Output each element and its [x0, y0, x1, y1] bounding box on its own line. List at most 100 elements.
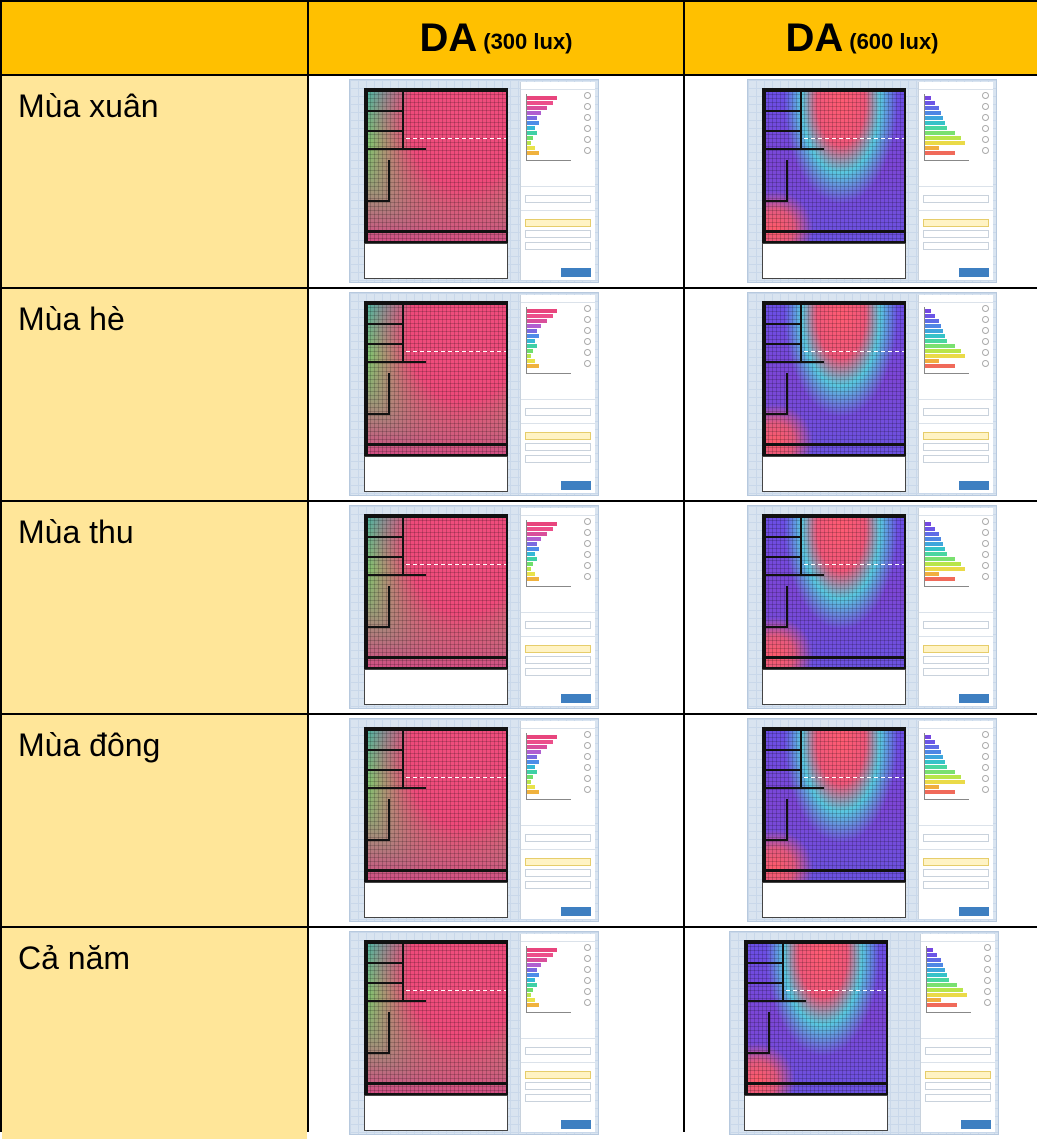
tool-icon[interactable] [984, 977, 991, 984]
tool-icon[interactable] [982, 540, 989, 547]
panel-field[interactable] [525, 1082, 591, 1090]
tool-icon[interactable] [584, 136, 591, 143]
tool-icon[interactable] [982, 573, 989, 580]
tool-icon[interactable] [584, 529, 591, 536]
panel-field[interactable] [525, 443, 591, 451]
tool-icon[interactable] [984, 966, 991, 973]
tool-icon[interactable] [584, 360, 591, 367]
tool-icon[interactable] [584, 551, 591, 558]
panel-field[interactable] [525, 408, 591, 416]
tool-icon[interactable] [584, 103, 591, 110]
panel-field[interactable] [525, 1094, 591, 1102]
tool-icon[interactable] [584, 92, 591, 99]
panel-field[interactable] [525, 881, 591, 889]
tool-icon[interactable] [584, 775, 591, 782]
panel-field[interactable] [923, 443, 989, 451]
panel-field[interactable] [923, 869, 989, 877]
tool-icon[interactable] [584, 786, 591, 793]
panel-field[interactable] [923, 219, 989, 227]
calculate-button[interactable] [961, 1120, 991, 1129]
calculate-button[interactable] [561, 268, 591, 277]
tool-icon[interactable] [982, 764, 989, 771]
calculate-button[interactable] [959, 694, 989, 703]
tool-icon[interactable] [982, 562, 989, 569]
tool-icon[interactable] [584, 764, 591, 771]
tool-icon[interactable] [584, 955, 591, 962]
tool-icon[interactable] [982, 338, 989, 345]
tool-icon[interactable] [982, 529, 989, 536]
tool-icon[interactable] [982, 327, 989, 334]
tool-icon[interactable] [982, 360, 989, 367]
tool-icon[interactable] [984, 999, 991, 1006]
panel-field[interactable] [525, 455, 591, 463]
tool-icon[interactable] [584, 349, 591, 356]
panel-field[interactable] [525, 621, 591, 629]
tool-icon[interactable] [584, 731, 591, 738]
tool-icon[interactable] [982, 518, 989, 525]
panel-field[interactable] [525, 869, 591, 877]
panel-field[interactable] [923, 230, 989, 238]
panel-field[interactable] [923, 242, 989, 250]
panel-field[interactable] [923, 858, 989, 866]
panel-field[interactable] [923, 834, 989, 842]
tool-icon[interactable] [982, 114, 989, 121]
tool-icon[interactable] [584, 966, 591, 973]
calculate-button[interactable] [561, 481, 591, 490]
tool-icon[interactable] [584, 999, 591, 1006]
tool-icon[interactable] [984, 944, 991, 951]
tool-icon[interactable] [584, 338, 591, 345]
panel-field[interactable] [525, 858, 591, 866]
tool-icon[interactable] [982, 316, 989, 323]
panel-field[interactable] [923, 195, 989, 203]
panel-field[interactable] [525, 195, 591, 203]
tool-icon[interactable] [982, 305, 989, 312]
calculate-button[interactable] [561, 694, 591, 703]
panel-field[interactable] [525, 668, 591, 676]
tool-icon[interactable] [984, 955, 991, 962]
panel-field[interactable] [525, 645, 591, 653]
panel-field[interactable] [525, 1047, 591, 1055]
calculate-button[interactable] [561, 1120, 591, 1129]
tool-icon[interactable] [584, 327, 591, 334]
panel-field[interactable] [923, 455, 989, 463]
tool-icon[interactable] [584, 125, 591, 132]
tool-icon[interactable] [982, 742, 989, 749]
tool-icon[interactable] [584, 562, 591, 569]
tool-icon[interactable] [584, 573, 591, 580]
panel-field[interactable] [923, 668, 989, 676]
tool-icon[interactable] [584, 944, 591, 951]
tool-icon[interactable] [584, 114, 591, 121]
tool-icon[interactable] [584, 305, 591, 312]
panel-field[interactable] [925, 1082, 991, 1090]
panel-field[interactable] [525, 834, 591, 842]
calculate-button[interactable] [561, 907, 591, 916]
tool-icon[interactable] [982, 731, 989, 738]
tool-icon[interactable] [584, 988, 591, 995]
tool-icon[interactable] [982, 136, 989, 143]
tool-icon[interactable] [982, 103, 989, 110]
panel-field[interactable] [923, 432, 989, 440]
tool-icon[interactable] [584, 742, 591, 749]
calculate-button[interactable] [959, 268, 989, 277]
tool-icon[interactable] [584, 540, 591, 547]
panel-field[interactable] [525, 242, 591, 250]
panel-field[interactable] [525, 1071, 591, 1079]
tool-icon[interactable] [982, 92, 989, 99]
tool-icon[interactable] [982, 775, 989, 782]
panel-field[interactable] [925, 1071, 991, 1079]
tool-icon[interactable] [984, 988, 991, 995]
tool-icon[interactable] [982, 551, 989, 558]
panel-field[interactable] [525, 219, 591, 227]
calculate-button[interactable] [959, 481, 989, 490]
panel-field[interactable] [923, 408, 989, 416]
panel-field[interactable] [525, 656, 591, 664]
panel-field[interactable] [923, 881, 989, 889]
panel-field[interactable] [925, 1047, 991, 1055]
tool-icon[interactable] [584, 753, 591, 760]
panel-field[interactable] [525, 432, 591, 440]
tool-icon[interactable] [584, 147, 591, 154]
tool-icon[interactable] [982, 786, 989, 793]
panel-field[interactable] [923, 656, 989, 664]
tool-icon[interactable] [982, 147, 989, 154]
calculate-button[interactable] [959, 907, 989, 916]
